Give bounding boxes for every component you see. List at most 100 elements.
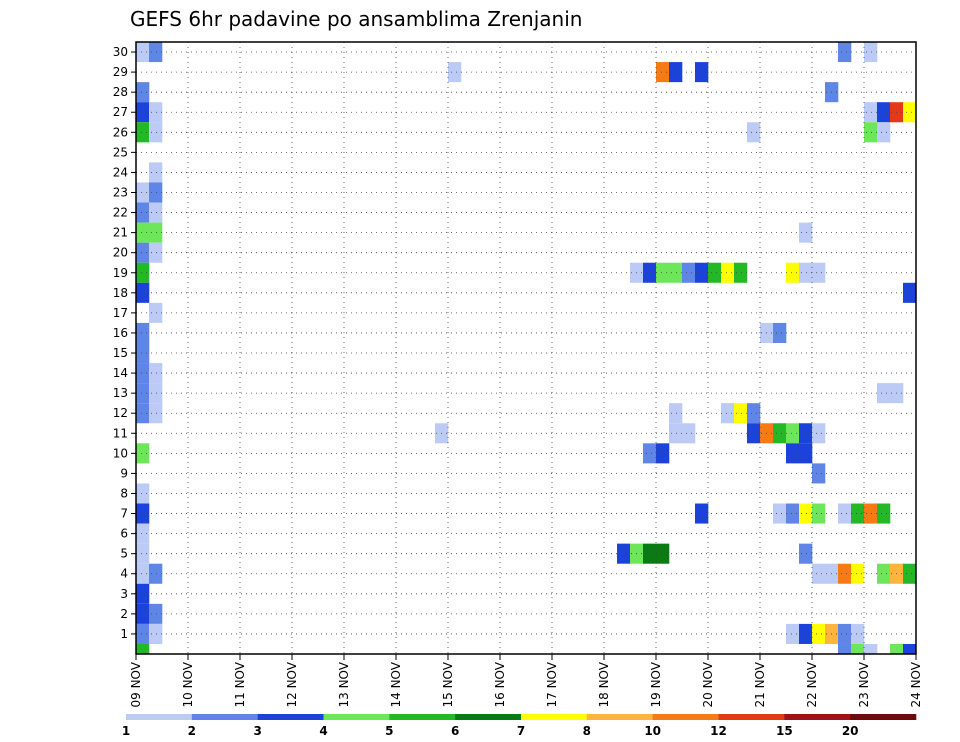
x-tick-label: 10 NOV [181, 661, 195, 707]
precip-cell [149, 242, 163, 263]
y-tick-label: 10 [113, 446, 128, 460]
precip-cell [864, 42, 878, 63]
precip-cell [136, 523, 150, 544]
precip-cell [149, 202, 163, 223]
y-tick-label: 24 [113, 165, 128, 179]
precip-cell [838, 503, 852, 524]
precip-cell [786, 623, 800, 644]
precip-cell [669, 403, 683, 424]
precip-cell [136, 363, 150, 384]
precip-cell [799, 503, 813, 524]
colorbar-label: 3 [253, 724, 261, 738]
precip-cell [799, 443, 813, 464]
y-tick-label: 17 [113, 306, 128, 320]
precip-cell [747, 403, 761, 424]
precip-cell [149, 222, 163, 243]
precip-cell [799, 423, 813, 444]
y-tick-label: 6 [120, 527, 128, 541]
y-tick-label: 22 [113, 206, 128, 220]
colorbar-label: 12 [710, 724, 727, 738]
y-tick-label: 5 [120, 547, 128, 561]
precip-cell [136, 383, 150, 404]
colorbar-swatch [455, 714, 522, 720]
x-tick-labels: 09 NOV 10 NOV 11 NOV 12 NOV 13 NOV 14 NOV 15 N… [129, 654, 923, 708]
y-tick-label: 25 [113, 145, 128, 159]
precip-cell [136, 222, 150, 243]
precip-cell [903, 563, 917, 584]
x-tick-label: 17 NOV [545, 661, 559, 707]
y-tick-label: 19 [113, 266, 128, 280]
precip-cell [669, 262, 683, 283]
colorbar-swatch [586, 714, 653, 720]
precip-cell [136, 182, 150, 203]
precip-cell [682, 423, 696, 444]
x-tick-label: 24 NOV [909, 661, 923, 707]
precip-cell [136, 403, 150, 424]
colorbar-swatch [521, 714, 588, 720]
colorbar-swatch [718, 714, 785, 720]
colorbar-swatch [257, 714, 324, 720]
colorbar-label: 15 [776, 724, 793, 738]
precip-cell [149, 383, 163, 404]
precip-cell [851, 623, 865, 644]
colorbar: 1 2 3 4 5 6 7 8 10 12 15 20 [122, 714, 917, 738]
precip-cell [799, 262, 813, 283]
precip-cell [903, 102, 917, 123]
precip-cell [812, 463, 826, 484]
precip-cell [812, 503, 826, 524]
precip-cell [149, 182, 163, 203]
precip-cell [864, 503, 878, 524]
precip-cell [838, 643, 852, 654]
precip-cell [799, 222, 813, 243]
colorbar-label: 2 [188, 724, 196, 738]
colorbar-label: 5 [385, 724, 393, 738]
precip-cell [734, 403, 748, 424]
precip-cell [149, 102, 163, 123]
x-tick-label: 16 NOV [493, 661, 507, 707]
colorbar-label: 1 [122, 724, 130, 738]
precip-cell [448, 62, 462, 83]
precip-cell [136, 122, 150, 143]
y-tick-label: 13 [113, 386, 128, 400]
precip-cell [136, 623, 150, 644]
precip-cell [877, 122, 891, 143]
y-tick-label: 20 [113, 246, 128, 260]
x-tick-label: 11 NOV [233, 661, 247, 707]
precip-cell [136, 322, 150, 343]
y-tick-label: 3 [120, 587, 128, 601]
precip-cell [799, 623, 813, 644]
colorbar-swatch [389, 714, 456, 720]
y-tick-label: 14 [113, 366, 128, 380]
y-tick-label: 26 [113, 125, 128, 139]
precip-cell [656, 443, 670, 464]
precip-cell [149, 563, 163, 584]
y-tick-label: 16 [113, 326, 128, 340]
precip-cell [864, 643, 878, 654]
precip-cell [656, 543, 670, 564]
precip-cell [136, 282, 150, 303]
x-tick-label: 22 NOV [805, 661, 819, 707]
y-tick-label: 15 [113, 346, 128, 360]
y-tick-label: 11 [113, 426, 128, 440]
precip-cell [890, 643, 904, 654]
precip-cell [643, 443, 657, 464]
colorbar-swatch [784, 714, 851, 720]
y-tick-label: 12 [113, 406, 128, 420]
precip-cell [682, 262, 696, 283]
colorbar-swatch [191, 714, 258, 720]
precip-cell [136, 262, 150, 283]
precip-cell [877, 102, 891, 123]
precip-cell [149, 603, 163, 624]
precip-cell [136, 202, 150, 223]
grid-lines [136, 42, 916, 654]
precip-cell [877, 383, 891, 404]
x-tick-label: 20 NOV [701, 661, 715, 707]
precip-cell [812, 423, 826, 444]
x-tick-label: 23 NOV [857, 661, 871, 707]
precip-cell [669, 423, 683, 444]
precip-cell [136, 42, 150, 63]
x-tick-label: 18 NOV [597, 661, 611, 707]
x-tick-label: 21 NOV [753, 661, 767, 707]
y-tick-label: 2 [120, 607, 128, 621]
